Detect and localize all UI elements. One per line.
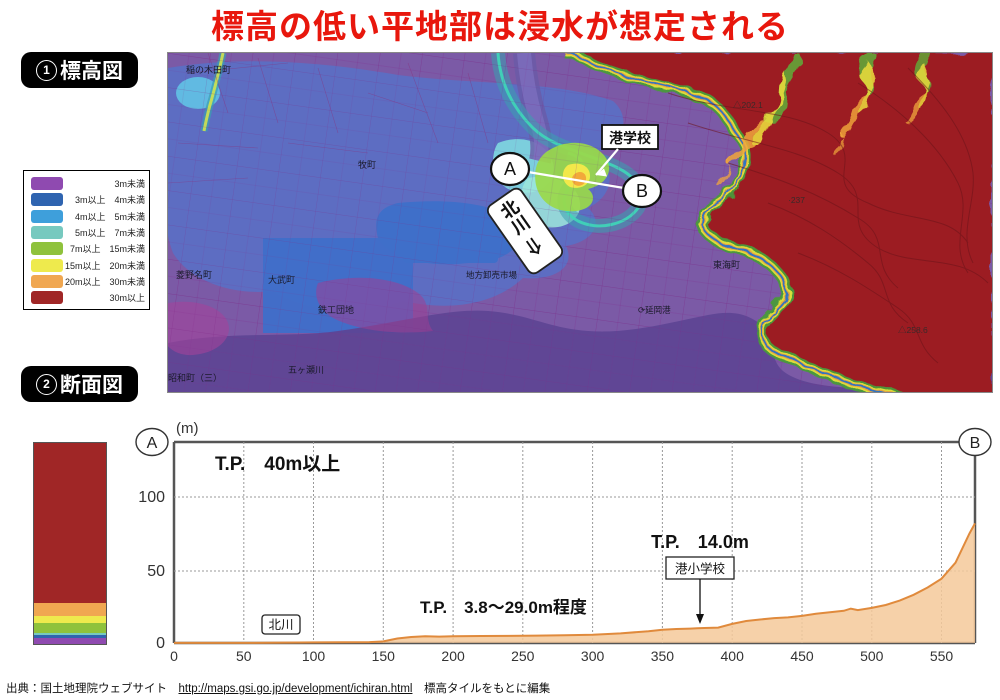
svg-text:350: 350 [651,648,675,664]
svg-text:100: 100 [302,648,326,664]
svg-text:450: 450 [790,648,814,664]
svg-text:0: 0 [156,635,165,652]
svg-text:T.P. 3.8～29.0m程度: T.P. 3.8～29.0m程度 [420,598,587,617]
svg-text:B: B [970,435,981,452]
svg-text:A: A [147,435,158,452]
svg-text:50: 50 [236,648,252,664]
svg-text:100: 100 [138,489,165,506]
svg-text:北川: 北川 [268,618,293,632]
svg-text:0: 0 [170,648,178,664]
svg-text:500: 500 [860,648,884,664]
svg-text:300: 300 [581,648,605,664]
svg-text:550: 550 [930,648,954,664]
svg-text:(m): (m) [176,420,199,437]
svg-text:200: 200 [441,648,465,664]
svg-text:T.P. 40m以上: T.P. 40m以上 [215,453,340,475]
svg-text:50: 50 [147,563,165,580]
svg-text:T.P. 14.0m: T.P. 14.0m [651,532,749,552]
svg-text:150: 150 [372,648,396,664]
svg-text:400: 400 [721,648,745,664]
svg-text:250: 250 [511,648,535,664]
svg-text:港小学校: 港小学校 [675,561,726,576]
